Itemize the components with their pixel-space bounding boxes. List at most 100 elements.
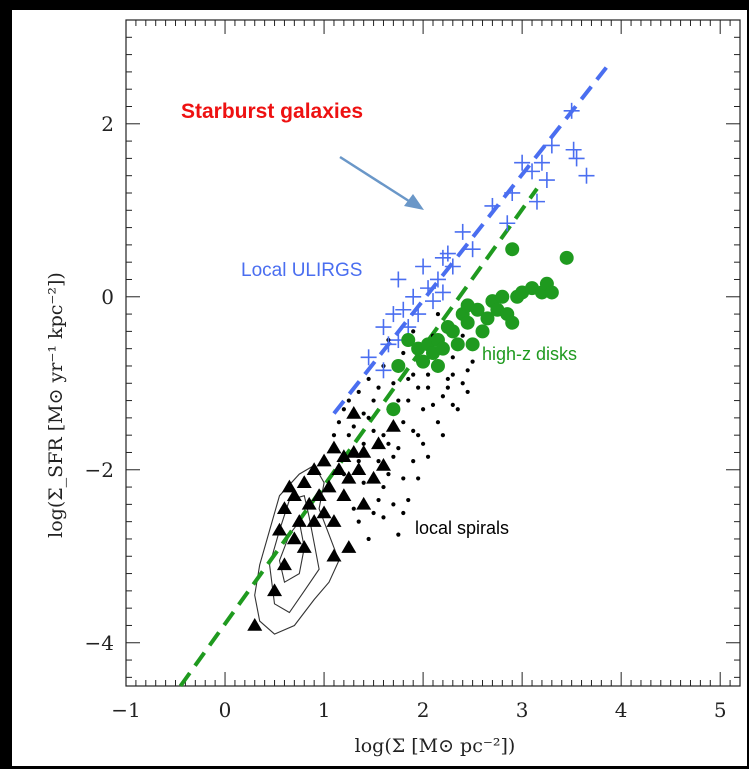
spiral-dot bbox=[366, 376, 371, 382]
ulirgs-label: Local ULIRGS bbox=[241, 260, 362, 281]
ulirg-point bbox=[568, 150, 585, 167]
spiral-dot bbox=[361, 480, 366, 485]
ulirg-point bbox=[528, 193, 545, 210]
local-spiral-point bbox=[291, 514, 307, 527]
spiral-dot bbox=[411, 329, 416, 334]
local-spiral-point bbox=[385, 419, 401, 432]
starburst-label: Starburst galaxies bbox=[181, 100, 363, 123]
spiral-dot bbox=[411, 459, 416, 464]
local-spiral-point bbox=[326, 514, 342, 527]
spiral-dot bbox=[331, 433, 337, 438]
spiral-dot bbox=[470, 359, 475, 364]
local-spiral-point bbox=[326, 548, 342, 562]
spiral-dot bbox=[406, 497, 411, 503]
highz-disk-point bbox=[544, 285, 559, 300]
spiral-dot bbox=[411, 428, 416, 433]
ulirg-point bbox=[514, 154, 531, 171]
spiral-dot bbox=[376, 385, 381, 390]
spiral-dot bbox=[351, 506, 356, 511]
x-tick-label: 2 bbox=[417, 698, 430, 722]
ulirg-point bbox=[454, 223, 471, 240]
spiral-dot bbox=[336, 420, 342, 425]
data-series bbox=[247, 102, 595, 631]
local-spiral-point bbox=[371, 436, 387, 450]
local-spiral-point bbox=[316, 505, 332, 519]
spiral-dot bbox=[371, 398, 376, 403]
spiral-dot bbox=[381, 484, 386, 490]
fit-lines bbox=[178, 66, 608, 688]
ulirg-point bbox=[563, 102, 580, 119]
spiral-dot bbox=[416, 385, 421, 390]
local-spiral-point bbox=[366, 470, 382, 484]
local-spiral-point bbox=[301, 496, 317, 510]
spiral-dot bbox=[430, 402, 436, 407]
local-spiral-point bbox=[311, 488, 327, 501]
highz-disk-point bbox=[460, 298, 475, 313]
spiral-dot bbox=[445, 385, 450, 390]
ulirg-point bbox=[444, 258, 461, 275]
ulirg-point bbox=[395, 301, 412, 318]
highz-disk-point bbox=[435, 341, 450, 356]
spiral-dot bbox=[445, 376, 450, 382]
spiral-dot bbox=[361, 411, 366, 416]
spiral-dot bbox=[455, 407, 460, 412]
y-tick-label: 2 bbox=[101, 112, 114, 136]
highz-disk-point bbox=[401, 333, 416, 348]
highz-disk-point bbox=[416, 354, 431, 369]
highz-disk-point bbox=[465, 337, 480, 352]
spiral-dot bbox=[416, 433, 421, 438]
ulirg-point bbox=[434, 249, 451, 266]
local-spiral-point bbox=[306, 462, 322, 476]
highz-disk-point bbox=[505, 242, 520, 257]
spiral-dot bbox=[376, 497, 381, 503]
spiral-dot bbox=[406, 398, 411, 403]
local-spiral-point bbox=[346, 406, 362, 419]
ulirg-point bbox=[385, 306, 402, 323]
spiral-dot bbox=[366, 415, 371, 420]
x-tick-label: 1 bbox=[318, 698, 331, 722]
annotations bbox=[339, 155, 424, 210]
highz-disk-point bbox=[475, 324, 490, 339]
spiral-dot bbox=[420, 407, 426, 412]
spiral-dot bbox=[361, 441, 366, 446]
spiral-dot bbox=[401, 510, 406, 516]
highz-disk-point bbox=[495, 289, 510, 304]
spiral-dot bbox=[346, 398, 351, 403]
local-spiral-point bbox=[296, 540, 312, 553]
ulirg-point bbox=[504, 184, 521, 201]
x-tick-label: 0 bbox=[219, 698, 232, 722]
local-spiral-point bbox=[267, 583, 283, 597]
local-spiral-point bbox=[351, 462, 367, 476]
highz-disk-point bbox=[386, 402, 401, 417]
spiral-dot bbox=[356, 459, 361, 464]
local-spiral-point bbox=[375, 457, 391, 471]
x-tick-label: 4 bbox=[615, 698, 628, 722]
spiral-dot bbox=[396, 532, 401, 537]
spiral-dot bbox=[425, 372, 431, 377]
axis-ticks bbox=[125, 19, 741, 686]
highz-disk-point bbox=[450, 337, 465, 352]
spiral-dot bbox=[465, 368, 470, 373]
spiral-dot bbox=[341, 407, 346, 412]
spiral-dot bbox=[401, 476, 406, 481]
local-spiral-point bbox=[306, 514, 322, 527]
spiral-dot bbox=[381, 433, 386, 438]
disks-label: high-z disks bbox=[482, 344, 577, 364]
tick-labels: −1 0 1 2 3 4 5 −4 −2 0 2 bbox=[85, 112, 727, 722]
local-spiral-point bbox=[331, 462, 347, 476]
local-spiral-point bbox=[276, 557, 292, 571]
local-spiral-point bbox=[272, 522, 287, 536]
spiral-dot bbox=[356, 519, 361, 524]
spiral-dot bbox=[386, 441, 391, 446]
spirals-label: local spirals bbox=[415, 518, 509, 538]
x-tick-label: 3 bbox=[516, 698, 529, 722]
local-spiral-point bbox=[326, 440, 342, 454]
ulirg-point bbox=[410, 306, 427, 323]
spiral-dot bbox=[376, 459, 381, 464]
ulirg-point bbox=[405, 288, 422, 305]
ulirg-point bbox=[429, 271, 446, 288]
spiral-dot bbox=[391, 454, 396, 459]
ulirg-point bbox=[415, 258, 432, 275]
